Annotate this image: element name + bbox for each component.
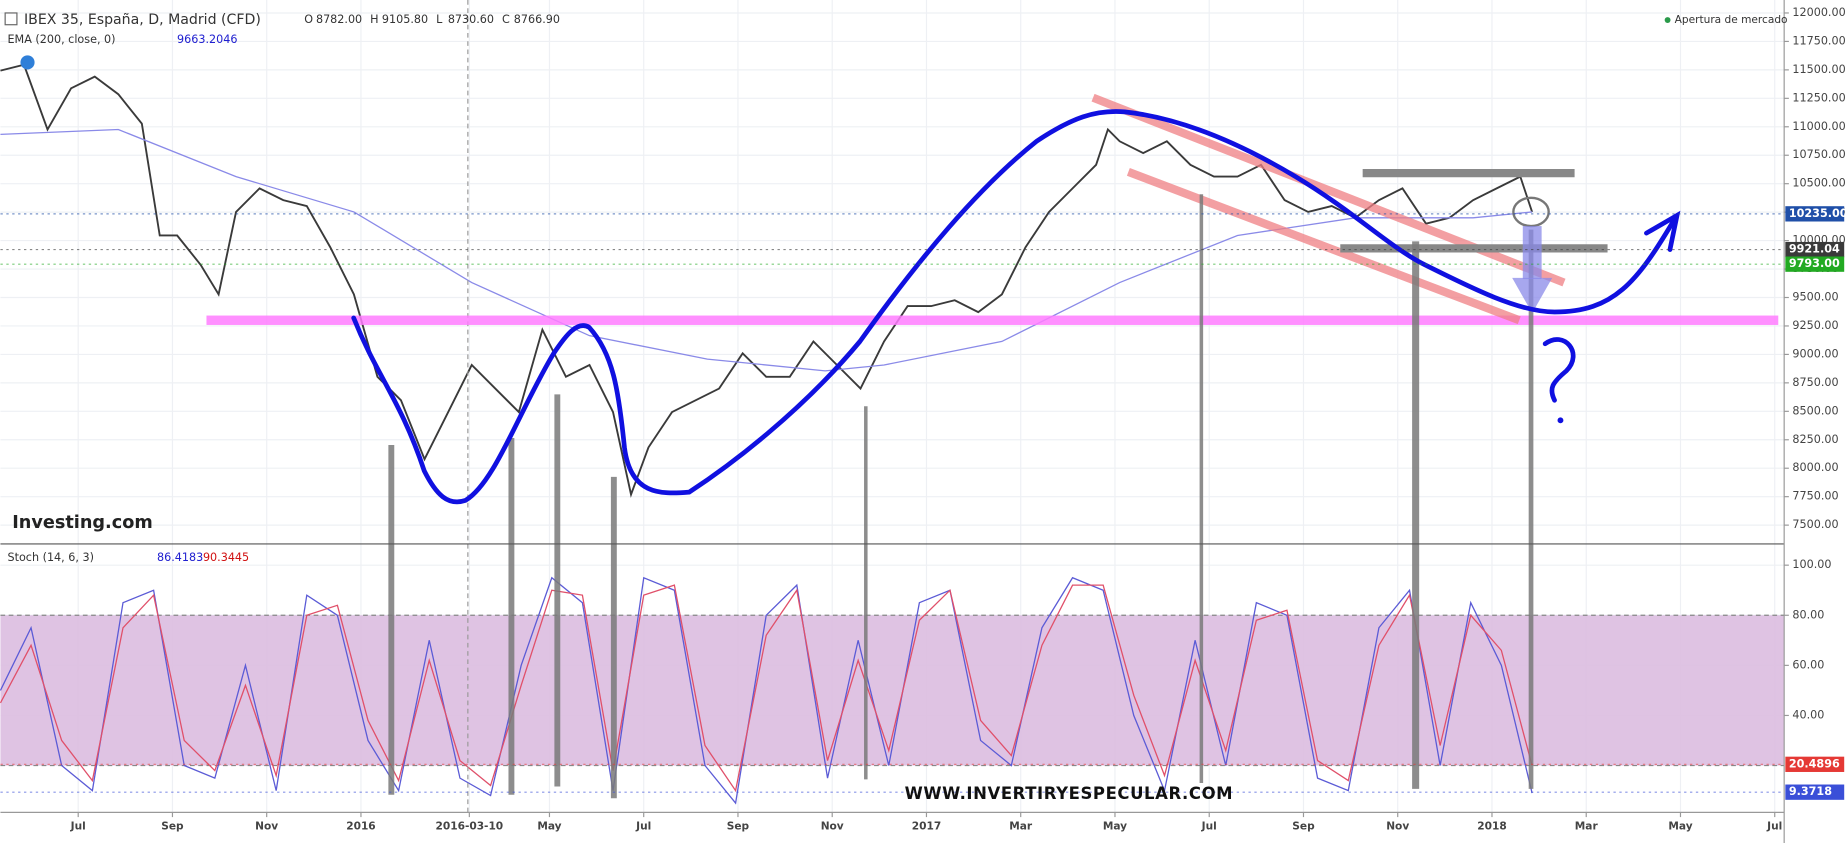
x-tick-label: Nov	[1386, 821, 1409, 833]
status-dot	[1664, 17, 1671, 23]
x-tick-label: May	[1668, 821, 1692, 833]
ohlc-key: O	[304, 13, 313, 26]
arrow-head	[1512, 277, 1553, 314]
y-tick-label: 9000.00	[1792, 347, 1838, 360]
price-tag	[1785, 784, 1845, 800]
collapse-icon[interactable]	[4, 12, 18, 26]
x-tick-label: Mar	[1575, 821, 1599, 833]
annotations	[206, 0, 1779, 813]
question-mark	[1542, 337, 1576, 403]
series-line	[0, 584, 1533, 793]
ohlc-value: 8782.00	[316, 13, 362, 26]
data-layer	[0, 63, 1533, 805]
channel-line	[1126, 168, 1521, 325]
price-tag-label: 10235.00	[1789, 207, 1847, 220]
axes-layer: 7500.00 7750.00 8000.00 8250.00 8500.00 8750.…	[0, 6, 1847, 833]
band-layer	[0, 614, 1785, 767]
y-tick-label: 100.00	[1792, 558, 1831, 571]
event-badge[interactable]	[20, 55, 35, 70]
support-band	[206, 315, 1779, 325]
stoch-d-value: 90.3445	[203, 551, 249, 564]
y-tick-label: 11000.00	[1792, 120, 1845, 133]
ohlc-key: H	[370, 13, 378, 26]
x-tick-label: Jul	[635, 821, 651, 833]
y-tick-label: 40.00	[1792, 708, 1824, 721]
ema-value: 9663.2046	[177, 33, 237, 46]
watermark: WWW.INVERTIRYESPECULAR.COM	[905, 784, 1233, 803]
x-tick-label: Jul	[1201, 821, 1217, 833]
ohlc-key: C	[502, 13, 510, 26]
y-tick-label: 10500.00	[1792, 177, 1845, 190]
arrow-shaft	[1522, 226, 1542, 280]
stoch-k-value: 86.4183	[157, 551, 203, 564]
ohlc-key: L	[436, 13, 443, 26]
x-tick-label: 2017	[912, 821, 941, 833]
price-tag-label: 9921.04	[1789, 243, 1840, 256]
y-tick-label: 60.00	[1792, 658, 1824, 671]
price-tag	[1785, 756, 1845, 772]
ema-label: EMA (200, close, 0)	[8, 33, 116, 46]
y-tick-label: 11750.00	[1792, 34, 1845, 47]
x-tick-label: 2016-03-10	[436, 821, 504, 833]
x-tick-label: Mar	[1009, 821, 1033, 833]
price-tag-label: 9793.00	[1789, 257, 1840, 270]
hand-drawn-curve	[351, 109, 1678, 505]
y-tick-label: 8250.00	[1792, 433, 1838, 446]
vertical-markers	[388, 194, 1534, 799]
x-tick-label: Jul	[70, 821, 86, 833]
series-line	[0, 576, 1533, 805]
x-tick-label: May	[1103, 821, 1127, 833]
logo: Investing.com	[12, 513, 153, 533]
x-tick-label: 2018	[1477, 821, 1506, 833]
price-tag	[1785, 256, 1845, 272]
y-tick-label: 11250.00	[1792, 91, 1845, 104]
x-tick-label: May	[537, 821, 561, 833]
ohlc-value: 8730.60	[448, 13, 494, 26]
x-tick-label: Jul	[1766, 821, 1782, 833]
ohlc-value: 9105.80	[382, 13, 428, 26]
y-tick-label: 12000.00	[1792, 6, 1845, 19]
stoch-band	[0, 615, 1785, 766]
series-line	[0, 63, 1533, 498]
symbol-title: IBEX 35, España, D, Madrid (CFD)	[24, 12, 261, 28]
y-tick-label: 80.00	[1792, 608, 1824, 621]
y-tick-label: 9500.00	[1792, 291, 1838, 304]
x-tick-label: Nov	[821, 821, 844, 833]
ohlc-value: 8766.90	[514, 13, 560, 26]
price-tag	[1785, 241, 1845, 258]
series-line	[0, 128, 1533, 372]
price-tag	[1785, 206, 1845, 222]
y-tick-label: 8000.00	[1792, 461, 1838, 474]
y-tick-label: 8750.00	[1792, 376, 1838, 389]
question-dot	[1557, 417, 1564, 424]
stoch-label: Stoch (14, 6, 3)	[8, 551, 94, 564]
y-tick-label: 9250.00	[1792, 319, 1838, 332]
price-tag-label: 9.3718	[1789, 785, 1832, 798]
x-tick-label: 2016	[346, 821, 375, 833]
market-status: Apertura de mercado	[1675, 14, 1788, 26]
x-tick-label: Sep	[1292, 821, 1315, 833]
y-tick-label: 11500.00	[1792, 63, 1845, 76]
x-tick-label: Sep	[161, 821, 184, 833]
curve-arrowhead	[1644, 210, 1681, 252]
y-tick-label: 7500.00	[1792, 518, 1838, 531]
y-tick-label: 10750.00	[1792, 148, 1845, 161]
x-tick-label: Sep	[727, 821, 750, 833]
y-tick-label: 8500.00	[1792, 404, 1838, 417]
y-tick-label: 7750.00	[1792, 490, 1838, 503]
x-tick-label: Nov	[255, 821, 278, 833]
ohlc: O 8782.00 H 9105.80 L 8730.60 C 8766.90	[304, 13, 560, 26]
price-tag-label: 20.4896	[1789, 757, 1840, 770]
